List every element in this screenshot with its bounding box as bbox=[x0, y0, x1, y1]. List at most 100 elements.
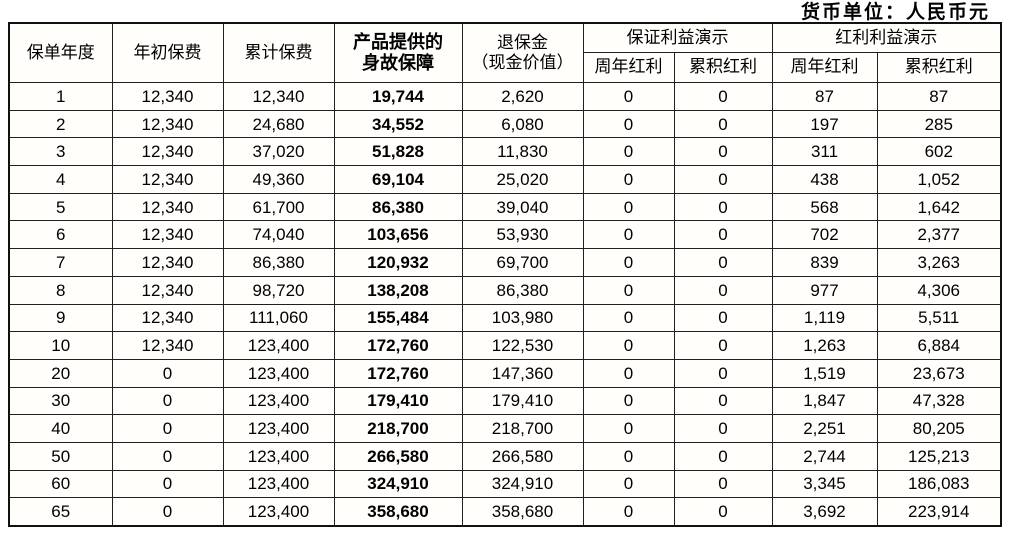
table-cell: 50 bbox=[8, 441, 113, 471]
table-cell: 12,340 bbox=[222, 82, 335, 111]
table-cell: 12,340 bbox=[111, 220, 224, 250]
table-cell: 11,830 bbox=[461, 137, 584, 167]
table-cell: 1,052 bbox=[876, 165, 1002, 194]
table-row: 7 12,340 86,380 120,932 69,700 0 0 839 3,263 bbox=[8, 248, 1002, 277]
table-cell: 39,040 bbox=[461, 192, 584, 222]
table-cell: 2,744 bbox=[771, 441, 878, 471]
table-cell: 47,328 bbox=[876, 386, 1002, 416]
table-cell: 0 bbox=[673, 331, 773, 360]
table-cell: 20 bbox=[8, 358, 113, 388]
header-annual-premium: 年初保费 bbox=[111, 22, 224, 83]
table-cell: 12,340 bbox=[111, 331, 224, 360]
table-cell: 358,680 bbox=[461, 497, 584, 527]
table-row: 50 0 123,400 266,580 266,580 0 0 2,744 125,213 bbox=[8, 441, 1002, 471]
table-cell: 155,484 bbox=[333, 303, 463, 333]
table-cell: 0 bbox=[582, 137, 675, 167]
table-cell: 0 bbox=[673, 275, 773, 305]
table-cell: 123,400 bbox=[222, 497, 335, 527]
table-cell: 0 bbox=[673, 109, 773, 139]
header-guaranteed-accumulated-dividend: 累积红利 bbox=[673, 52, 773, 83]
header-dividend-benefit-group: 红利利益演示 bbox=[771, 22, 1002, 53]
table-cell: 87 bbox=[876, 82, 1002, 111]
table-cell: 12,340 bbox=[111, 137, 224, 167]
table-cell: 0 bbox=[582, 441, 675, 471]
table-cell: 2,251 bbox=[771, 414, 878, 443]
table-cell: 3,345 bbox=[771, 469, 878, 499]
table-cell: 702 bbox=[771, 220, 878, 250]
table-cell: 123,400 bbox=[222, 386, 335, 416]
table-cell: 2,620 bbox=[461, 82, 584, 111]
table-cell: 61,700 bbox=[222, 192, 335, 222]
table-cell: 266,580 bbox=[461, 441, 584, 471]
table-cell: 0 bbox=[111, 386, 224, 416]
table-row: 3 12,340 37,020 51,828 11,830 0 0 311 602 bbox=[8, 137, 1002, 167]
table-row: 60 0 123,400 324,910 324,910 0 0 3,345 186,083 bbox=[8, 469, 1002, 499]
table-cell: 65 bbox=[8, 497, 113, 527]
header-dividend-annual-dividend: 周年红利 bbox=[771, 52, 878, 83]
table-cell: 8 bbox=[8, 275, 113, 305]
header-surrender-value: 退保金 （现金价值） bbox=[461, 22, 584, 83]
table-cell: 40 bbox=[8, 414, 113, 443]
benefit-illustration-table: 保单年度 年初保费 累计保费 产品提供的 身故保障 退保金 （现金价值） 保证利… bbox=[8, 22, 1002, 527]
table-cell: 6 bbox=[8, 220, 113, 250]
table-cell: 12,340 bbox=[111, 248, 224, 277]
table-cell: 12,340 bbox=[111, 109, 224, 139]
table-row: 30 0 123,400 179,410 179,410 0 0 1,847 47,328 bbox=[8, 386, 1002, 416]
table-cell: 218,700 bbox=[333, 414, 463, 443]
table-cell: 0 bbox=[111, 358, 224, 388]
table-cell: 186,083 bbox=[876, 469, 1002, 499]
header-cumulative-premium: 累计保费 bbox=[222, 22, 335, 83]
table-cell: 0 bbox=[111, 414, 224, 443]
table-cell: 103,656 bbox=[333, 220, 463, 250]
table-cell: 0 bbox=[673, 358, 773, 388]
table-cell: 568 bbox=[771, 192, 878, 222]
table-cell: 0 bbox=[673, 137, 773, 167]
table-cell: 80,205 bbox=[876, 414, 1002, 443]
table-cell: 69,104 bbox=[333, 165, 463, 194]
table-cell: 0 bbox=[111, 469, 224, 499]
table-cell: 0 bbox=[582, 192, 675, 222]
table-cell: 438 bbox=[771, 165, 878, 194]
table-cell: 49,360 bbox=[222, 165, 335, 194]
table-cell: 0 bbox=[673, 82, 773, 111]
table-cell: 0 bbox=[673, 497, 773, 527]
table-row: 10 12,340 123,400 172,760 122,530 0 0 1,263 6,88… bbox=[8, 331, 1002, 360]
table-cell: 69,700 bbox=[461, 248, 584, 277]
header-guaranteed-annual-dividend: 周年红利 bbox=[582, 52, 675, 83]
table-cell: 138,208 bbox=[333, 275, 463, 305]
table-cell: 0 bbox=[582, 248, 675, 277]
table-row: 20 0 123,400 172,760 147,360 0 0 1,519 23,673 bbox=[8, 358, 1002, 388]
table-cell: 285 bbox=[876, 109, 1002, 139]
table-cell: 324,910 bbox=[333, 469, 463, 499]
table-cell: 86,380 bbox=[333, 192, 463, 222]
table-cell: 34,552 bbox=[333, 109, 463, 139]
table-row: 65 0 123,400 358,680 358,680 0 0 3,692 223,914 bbox=[8, 497, 1002, 527]
table-row: 9 12,340 111,060 155,484 103,980 0 0 1,119 5,511 bbox=[8, 303, 1002, 333]
table-cell: 179,410 bbox=[461, 386, 584, 416]
table-cell: 10 bbox=[8, 331, 113, 360]
table-cell: 0 bbox=[673, 165, 773, 194]
table-cell: 123,400 bbox=[222, 441, 335, 471]
header-group-row: 保单年度 年初保费 累计保费 产品提供的 身故保障 退保金 （现金价值） 保证利… bbox=[8, 22, 1002, 83]
table-cell: 4 bbox=[8, 165, 113, 194]
table-cell: 0 bbox=[582, 165, 675, 194]
table-cell: 103,980 bbox=[461, 303, 584, 333]
table-cell: 120,932 bbox=[333, 248, 463, 277]
table-body: 1 12,340 12,340 19,744 2,620 0 0 87 87 2 12,340 24,… bbox=[8, 82, 1002, 527]
table-cell: 6,080 bbox=[461, 109, 584, 139]
table-cell: 3,692 bbox=[771, 497, 878, 527]
table-cell: 123,400 bbox=[222, 358, 335, 388]
table-cell: 223,914 bbox=[876, 497, 1002, 527]
table-cell: 266,580 bbox=[333, 441, 463, 471]
table-cell: 98,720 bbox=[222, 275, 335, 305]
table-row: 8 12,340 98,720 138,208 86,380 0 0 977 4,306 bbox=[8, 275, 1002, 305]
table-cell: 1,119 bbox=[771, 303, 878, 333]
table-row: 4 12,340 49,360 69,104 25,020 0 0 438 1,052 bbox=[8, 165, 1002, 194]
header-policy-year: 保单年度 bbox=[8, 22, 113, 83]
table-cell: 12,340 bbox=[111, 165, 224, 194]
table-cell: 179,410 bbox=[333, 386, 463, 416]
table-cell: 0 bbox=[582, 414, 675, 443]
table-cell: 0 bbox=[673, 386, 773, 416]
table-cell: 0 bbox=[582, 82, 675, 111]
table-cell: 1 bbox=[8, 82, 113, 111]
